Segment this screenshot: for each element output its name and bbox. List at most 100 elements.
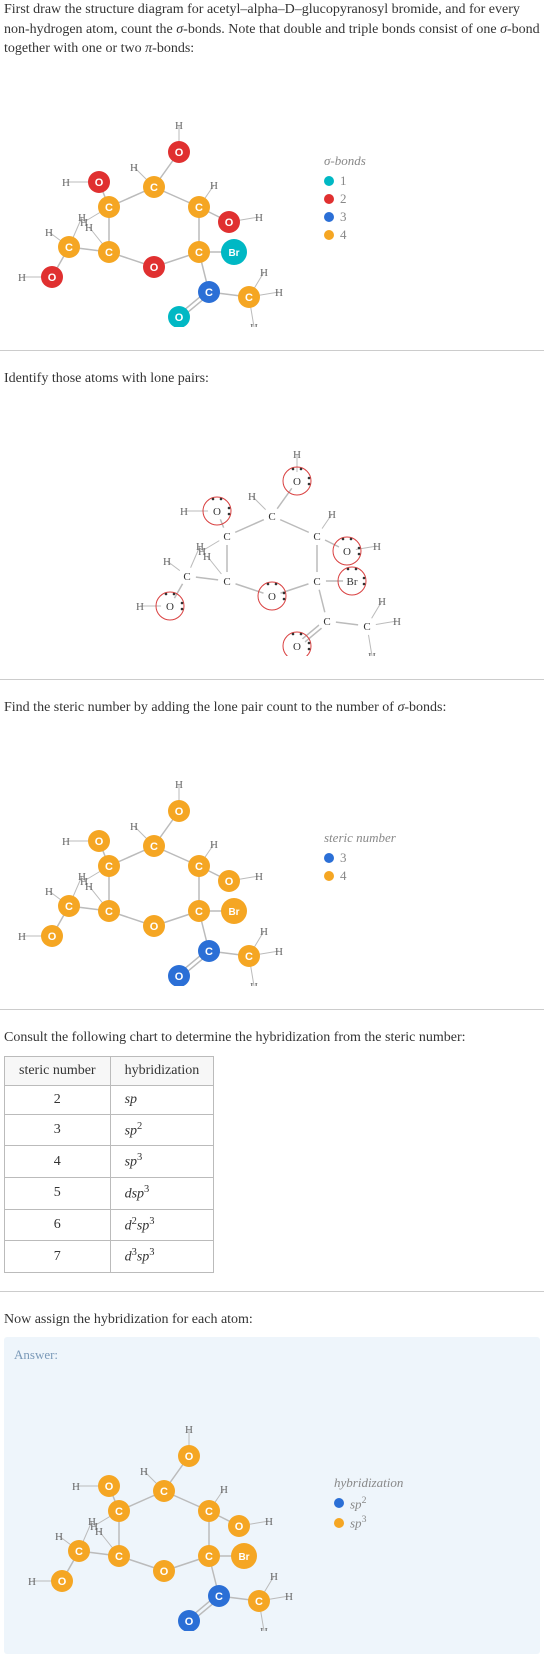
svg-text:H: H: [275, 287, 283, 299]
sigma-symbol-2: σ: [500, 22, 507, 37]
divider: [0, 679, 544, 680]
svg-text:H: H: [18, 931, 26, 943]
svg-text:O: O: [293, 476, 301, 488]
svg-text:H: H: [72, 1481, 80, 1493]
svg-text:H: H: [78, 871, 86, 883]
svg-text:H: H: [78, 212, 86, 224]
section-table: Consult the following chart to determine…: [0, 1028, 544, 1273]
svg-text:H: H: [95, 1526, 103, 1538]
svg-text:H: H: [175, 779, 183, 791]
intro-suffix: -bonds:: [152, 41, 194, 56]
table-row: 3sp2: [5, 1114, 214, 1146]
svg-text:H: H: [328, 509, 336, 521]
intro-text: First draw the structure diagram for ace…: [4, 0, 540, 59]
svg-text:H: H: [85, 881, 93, 893]
svg-text:H: H: [210, 839, 218, 851]
svg-text:H: H: [62, 836, 70, 848]
svg-text:H: H: [270, 1571, 278, 1583]
legend-item: 2: [324, 191, 366, 207]
svg-text:Br: Br: [228, 248, 239, 259]
legend-label: sp3: [350, 1514, 366, 1531]
svg-text:H: H: [255, 871, 263, 883]
svg-text:H: H: [28, 1576, 36, 1588]
svg-text:O: O: [235, 1521, 244, 1533]
legend-label: 3: [340, 209, 347, 225]
svg-text:H: H: [378, 596, 386, 608]
table-header: steric number: [5, 1056, 111, 1085]
svg-text:O: O: [175, 971, 184, 983]
svg-text:C: C: [223, 576, 230, 588]
svg-text:H: H: [18, 272, 26, 284]
hyb-legend: hybridization sp2sp3: [334, 1475, 403, 1534]
svg-text:H: H: [180, 506, 188, 518]
svg-text:H: H: [293, 449, 301, 461]
svg-text:C: C: [313, 531, 320, 543]
svg-text:H: H: [45, 227, 53, 239]
svg-text:C: C: [255, 1596, 263, 1608]
svg-text:O: O: [225, 876, 234, 888]
table-row: 5dsp3: [5, 1177, 214, 1209]
legend-item: 4: [324, 227, 366, 243]
svg-text:O: O: [175, 806, 184, 818]
svg-text:C: C: [105, 861, 113, 873]
svg-text:C: C: [205, 1506, 213, 1518]
svg-text:H: H: [175, 120, 183, 132]
svg-text:O: O: [268, 591, 276, 603]
svg-text:O: O: [225, 217, 234, 229]
svg-text:H: H: [45, 886, 53, 898]
svg-text:O: O: [175, 147, 184, 159]
section-lonepairs: Identify those atoms with lone pairs: HH…: [0, 369, 544, 662]
svg-text:H: H: [220, 1484, 228, 1496]
legend-label: 4: [340, 227, 347, 243]
sigma-diagram: HHHHHHHHHHHHHOCCCCCBrOOOCOCOC: [4, 67, 304, 332]
table-cell: 6: [5, 1209, 111, 1241]
svg-text:O: O: [166, 601, 174, 613]
legend-item: 4: [324, 868, 396, 884]
svg-text:H: H: [265, 1516, 273, 1528]
legend-dot: [324, 212, 334, 222]
svg-text:O: O: [95, 177, 104, 189]
table-cell: sp2: [110, 1114, 214, 1146]
lonepairs-heading: Identify those atoms with lone pairs:: [4, 369, 540, 389]
svg-text:C: C: [183, 571, 190, 583]
steric-pre: Find the steric number by adding the lon…: [4, 700, 397, 715]
svg-text:H: H: [393, 616, 401, 628]
table-row: 6d2sp3: [5, 1209, 214, 1241]
svg-text:C: C: [115, 1506, 123, 1518]
svg-text:O: O: [160, 1566, 169, 1578]
steric-post: -bonds:: [404, 700, 446, 715]
table-cell: dsp3: [110, 1177, 214, 1209]
svg-text:C: C: [195, 247, 203, 259]
svg-text:H: H: [140, 1466, 148, 1478]
svg-text:C: C: [205, 946, 213, 958]
legend-item: sp3: [334, 1514, 403, 1531]
svg-text:C: C: [363, 621, 370, 633]
intro-mid1: -bonds. Note that double and triple bond…: [183, 22, 500, 37]
svg-text:O: O: [48, 272, 57, 284]
lonepair-diagram-row: HHHHHHHHHHHHHOCCCCCBrOOOCOCOC: [4, 396, 540, 661]
answer-diagram-row: HHHHHHHHHHHHHOCCCCCBrOOOCOCOC hybridizat…: [14, 1371, 530, 1636]
table-row: 2sp: [5, 1085, 214, 1114]
svg-text:H: H: [196, 541, 204, 553]
sigma-legend-title: σ-bonds: [324, 153, 366, 169]
svg-text:O: O: [185, 1616, 194, 1628]
svg-text:H: H: [62, 177, 70, 189]
svg-text:Br: Br: [347, 576, 358, 588]
section-intro: First draw the structure diagram for ace…: [0, 0, 544, 332]
svg-text:O: O: [343, 546, 351, 558]
svg-text:H: H: [275, 946, 283, 958]
svg-text:H: H: [163, 556, 171, 568]
steric-diagram-row: HHHHHHHHHHHHHOCCCCCBrOOOCOCOC steric num…: [4, 726, 540, 991]
svg-text:H: H: [210, 180, 218, 192]
svg-text:C: C: [245, 292, 253, 304]
table-cell: 4: [5, 1146, 111, 1178]
svg-text:H: H: [373, 541, 381, 553]
sigma-diagram-row: HHHHHHHHHHHHHOCCCCCBrOOOCOCOC σ-bonds 12…: [4, 67, 540, 332]
svg-text:C: C: [223, 531, 230, 543]
legend-label: sp2: [350, 1495, 366, 1512]
legend-label: 3: [340, 850, 347, 866]
svg-text:O: O: [95, 836, 104, 848]
svg-text:H: H: [260, 1626, 268, 1631]
svg-text:O: O: [58, 1576, 67, 1588]
svg-text:O: O: [213, 506, 221, 518]
